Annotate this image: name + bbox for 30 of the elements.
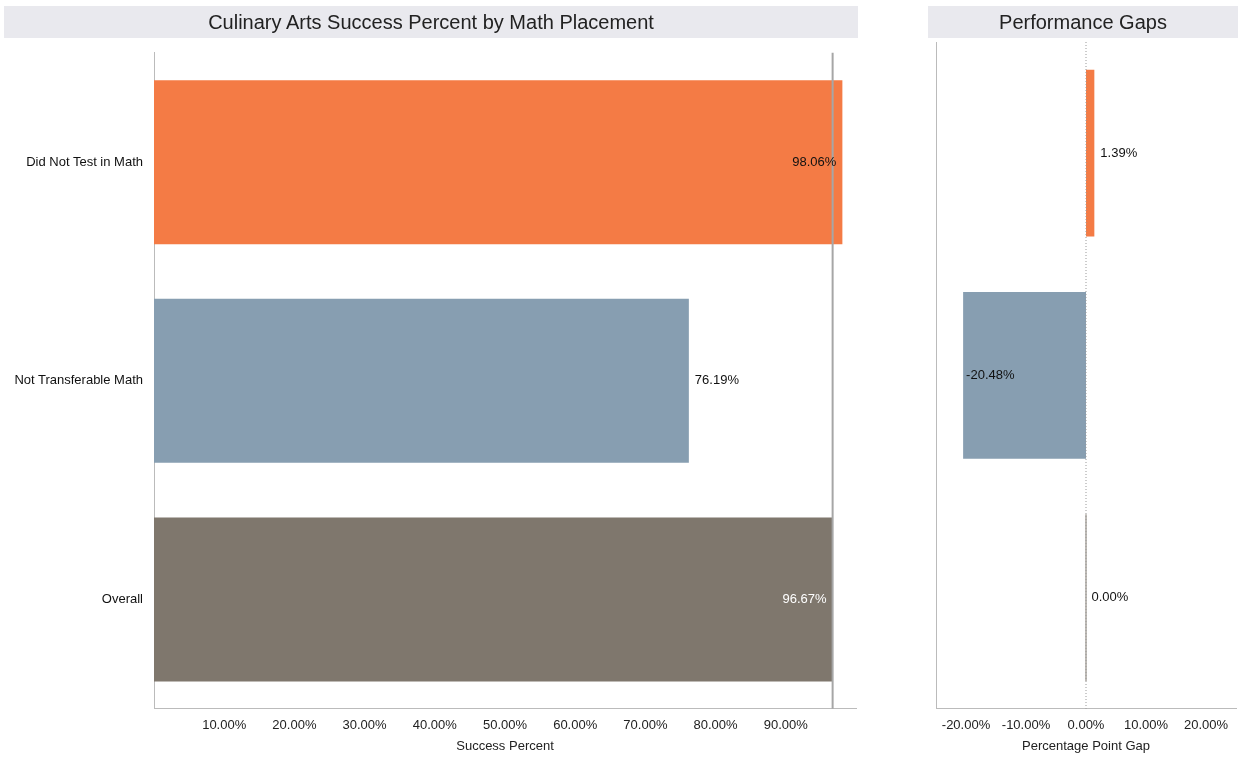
x-tick-label: 60.00% — [553, 717, 598, 733]
y-tick-label: Not Transferable Math — [14, 372, 143, 388]
x-tick-label: 50.00% — [482, 717, 528, 733]
x-tick-label: 30.00% — [342, 717, 388, 733]
x-axis-title: Percentage Point Gap — [1022, 737, 1150, 753]
y-tick-label: Overall — [101, 591, 144, 607]
bar — [154, 298, 689, 463]
chart-title: Performance Gaps — [928, 6, 1238, 38]
x-tick-label: -10.00% — [1001, 717, 1051, 733]
x-tick-label: 10.00% — [1123, 717, 1169, 733]
x-tick-label: 20.00% — [1183, 717, 1229, 733]
data-label: 96.67% — [782, 591, 828, 607]
data-label: 76.19% — [694, 372, 740, 388]
x-tick-label: 10.00% — [202, 717, 247, 733]
x-tick-label: 20.00% — [272, 717, 317, 733]
y-tick-label: Did Not Test in Math — [26, 153, 143, 169]
x-tick-label: 80.00% — [693, 717, 739, 733]
data-label: 1.39% — [1100, 144, 1138, 160]
data-label: -20.48% — [966, 366, 1015, 382]
bar — [154, 80, 843, 245]
x-tick-label: -20.00% — [941, 717, 991, 733]
x-tick-label: 90.00% — [763, 717, 809, 733]
chart-title: Culinary Arts Success Percent by Math Placement — [4, 6, 858, 38]
x-axis-title: Success Percent — [456, 737, 555, 753]
x-tick-label: 0.00% — [1067, 717, 1105, 733]
x-tick-label: 70.00% — [623, 717, 668, 733]
bar — [154, 517, 833, 682]
data-label: 0.00% — [1091, 589, 1129, 605]
x-tick-label: 40.00% — [412, 717, 458, 733]
data-label: 98.06% — [792, 153, 837, 169]
